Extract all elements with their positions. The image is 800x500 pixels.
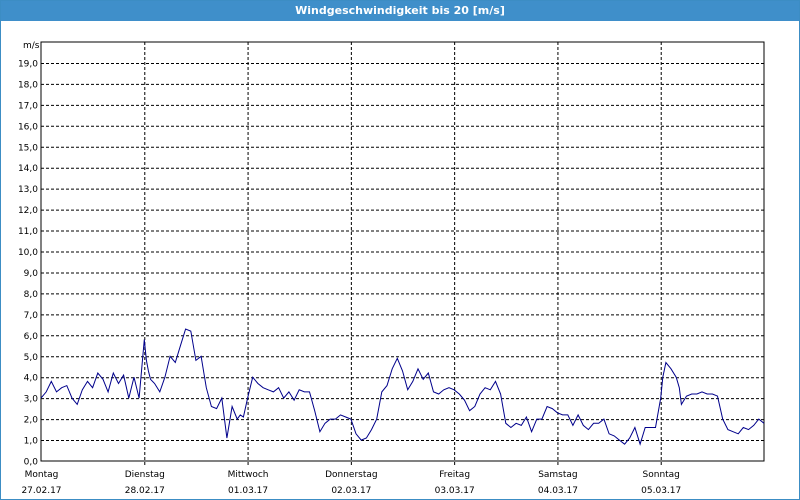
grid-lines [41, 42, 764, 465]
x-tick-date-label: 02.03.17 [331, 486, 371, 496]
y-axis-ticks: 0,0 1,0 2,0 3,0 4,0 5,0 6,0 7,0 8,0 9,0 10,0 11,0 12… [18, 59, 38, 467]
y-tick-label: 19,0 [18, 59, 38, 69]
y-tick-label: 1,0 [24, 437, 39, 447]
y-tick-label: 14,0 [18, 164, 38, 174]
y-tick-label: 12,0 [18, 206, 38, 216]
y-tick-label: 18,0 [18, 80, 38, 90]
y-tick-label: 4,0 [24, 374, 39, 384]
x-tick-date-label: 04.03.17 [538, 486, 578, 496]
y-tick-label: 15,0 [18, 143, 38, 153]
y-tick-label: 3,0 [24, 395, 39, 405]
x-tick-day-label: Dienstag [125, 470, 165, 480]
wind-speed-chart: m/s 0,0 1,0 2,0 3,0 4,0 5,0 6,0 7,0 8,0 9,0 10,0 11… [18, 41, 765, 496]
y-tick-label: 11,0 [18, 227, 38, 237]
y-tick-label: 17,0 [18, 101, 38, 111]
y-tick-label: 13,0 [18, 185, 38, 195]
x-tick-date-label: 05.03.17 [641, 486, 681, 496]
y-tick-label: 5,0 [24, 353, 39, 363]
x-tick-day-label: Samstag [538, 470, 577, 480]
y-tick-label: 9,0 [24, 269, 39, 279]
wind-speed-line [40, 328, 765, 446]
x-tick-date-label: 01.03.17 [228, 486, 268, 496]
x-tick-day-label: Donnerstag [325, 470, 378, 480]
x-tick-day-label: Sonntag [643, 470, 680, 480]
y-tick-label: 0,0 [24, 458, 39, 468]
x-tick-date-label: 28.02.17 [125, 486, 165, 496]
x-tick-day-label: Mittwoch [228, 470, 269, 480]
y-tick-label: 16,0 [18, 122, 38, 132]
y-tick-label: 8,0 [24, 290, 39, 300]
y-tick-label: 6,0 [24, 332, 39, 342]
x-tick-day-label: Freitag [439, 470, 470, 480]
x-tick-day-label: Montag [25, 470, 59, 480]
y-tick-label: 2,0 [24, 416, 39, 426]
x-tick-date-label: 03.03.17 [435, 486, 475, 496]
y-tick-label: 10,0 [18, 248, 38, 258]
chart-title: Windgeschwindigkeit bis 20 [m/s] [1, 1, 799, 21]
y-tick-label: 7,0 [24, 311, 39, 321]
x-axis-ticks: Montag 27.02.17 Dienstag 28.02.17 Mittwoch 01… [21, 470, 681, 496]
y-axis-unit-label: m/s [23, 41, 40, 51]
x-tick-date-label: 27.02.17 [21, 486, 61, 496]
